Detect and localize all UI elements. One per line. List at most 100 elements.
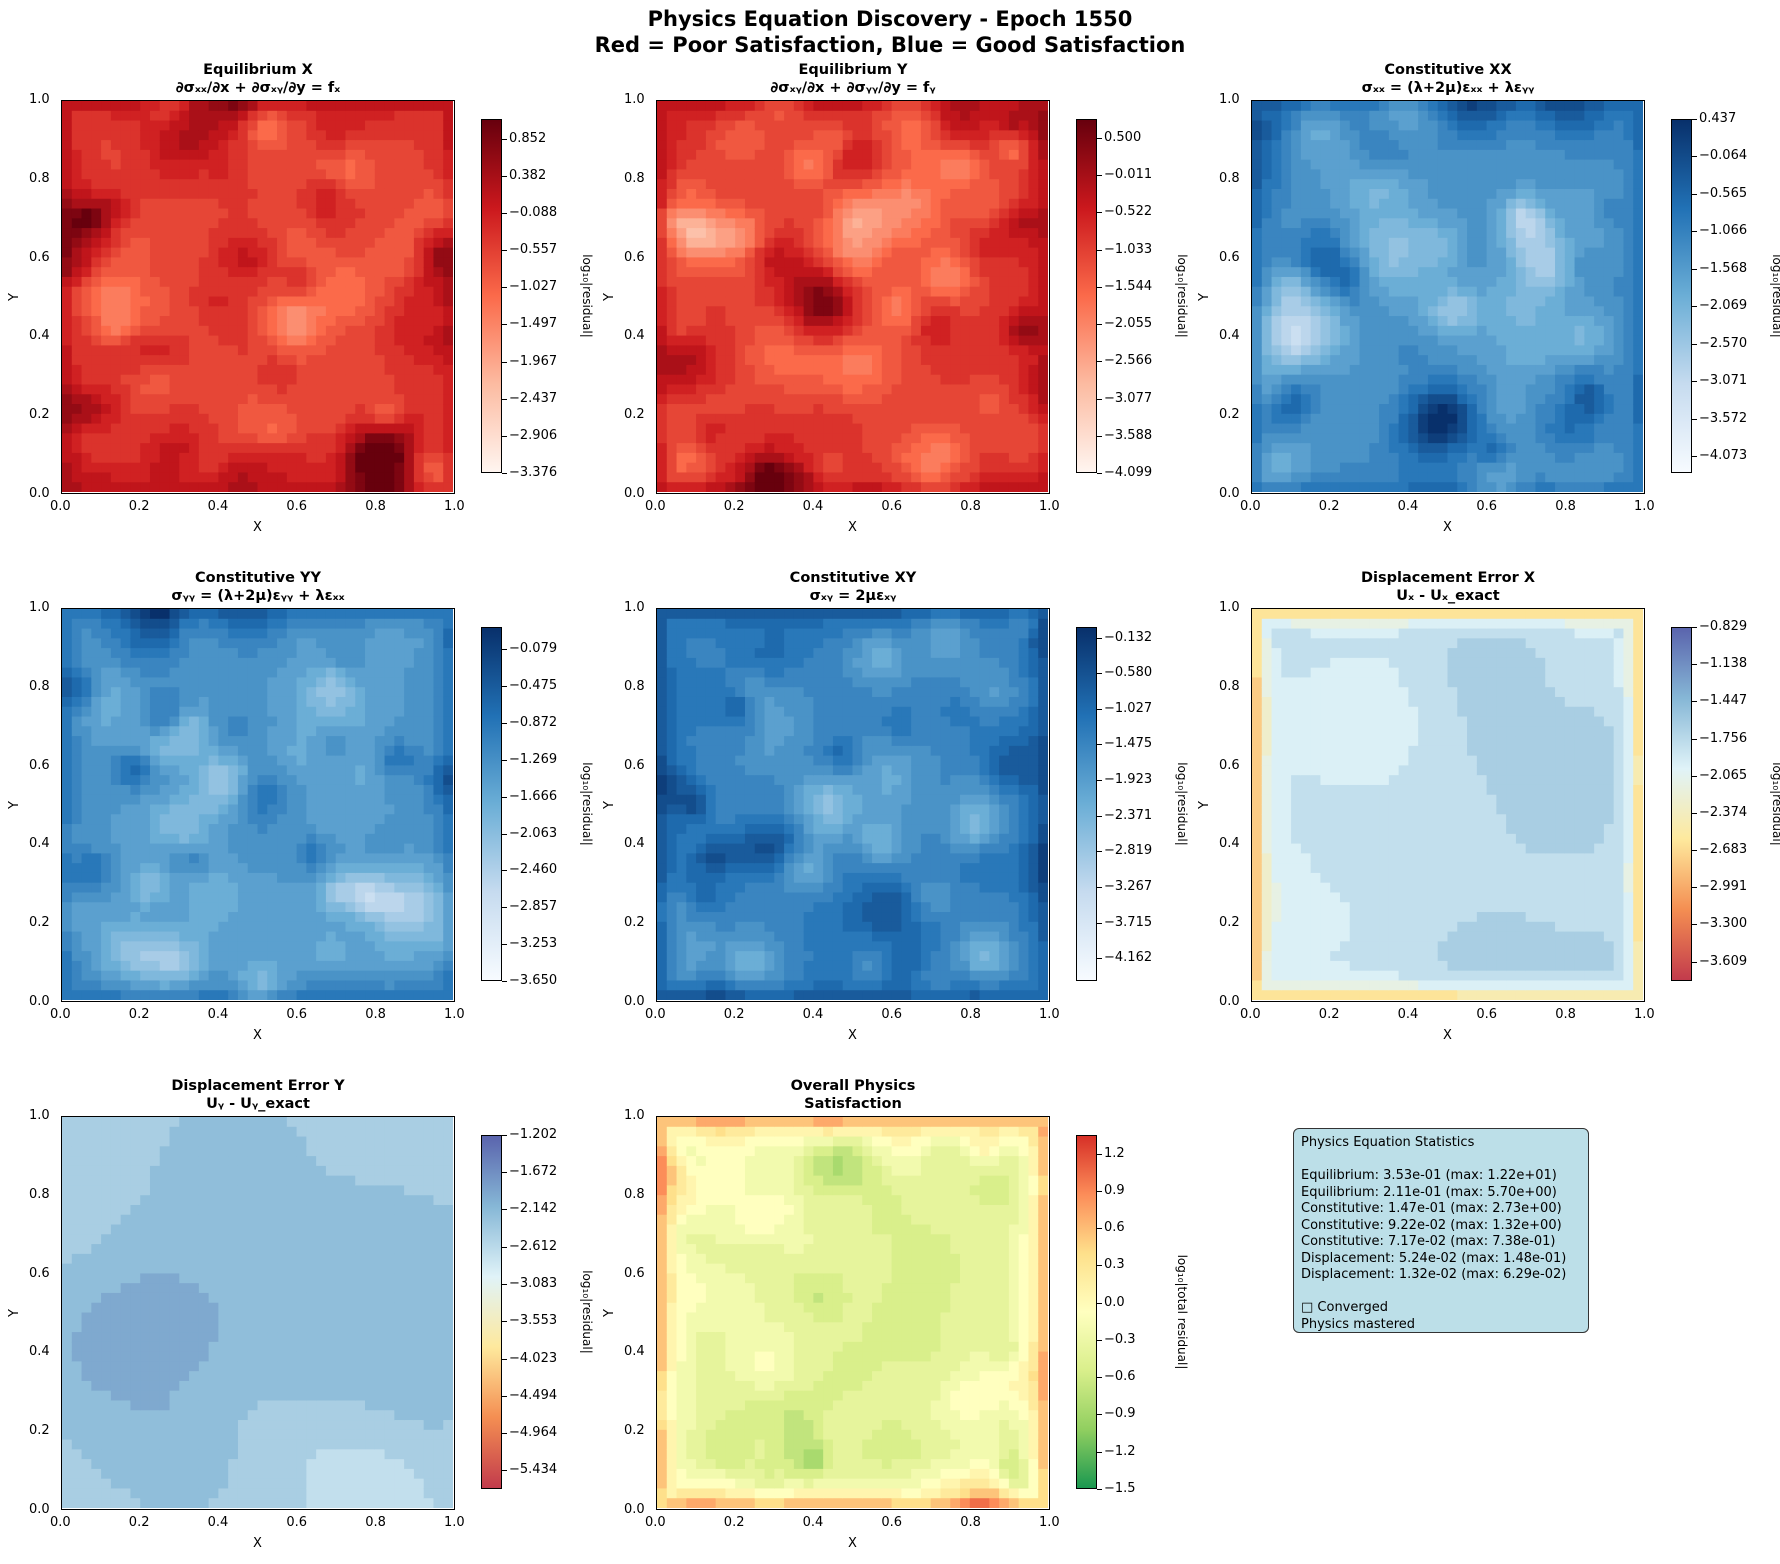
heatmap-cell [257, 267, 268, 278]
heatmap-cell [404, 384, 415, 395]
heatmap-cell [725, 335, 736, 346]
heatmap-cell [960, 188, 971, 200]
heatmap-cell [365, 306, 376, 317]
heatmap-cell [784, 374, 795, 386]
heatmap-cell [911, 267, 922, 278]
heatmap-cell [862, 355, 873, 366]
heatmap-cell [803, 208, 815, 219]
heatmap-cell [784, 404, 795, 415]
heatmap-cell [237, 423, 249, 434]
heatmap-cell [784, 120, 795, 131]
heatmap-cell [325, 335, 337, 346]
heatmap-cell [384, 169, 395, 180]
heatmap-cell [413, 218, 425, 229]
heatmap-cell [1291, 237, 1302, 249]
heatmap-cell [277, 443, 288, 454]
heatmap-cell [1506, 159, 1517, 171]
heatmap-cell [1457, 472, 1468, 483]
heatmap-cell [823, 188, 834, 200]
heatmap-cell [1271, 159, 1282, 171]
heatmap-cell [1427, 482, 1439, 492]
heatmap-cell [277, 228, 288, 239]
heatmap-cell [335, 159, 347, 171]
heatmap-cell [394, 140, 405, 151]
heatmap-cell [1603, 159, 1615, 171]
heatmap-cell [1515, 335, 1527, 346]
heatmap-cell [764, 101, 775, 112]
heatmap-cell [764, 335, 775, 346]
heatmap-cell [1535, 286, 1546, 298]
heatmap-cell [130, 296, 141, 307]
heatmap-cell [62, 384, 73, 395]
heatmap-cell [1633, 335, 1643, 346]
heatmap-cell [169, 257, 180, 268]
heatmap-cell [969, 228, 981, 239]
heatmap-cell [989, 208, 1000, 219]
heatmap-cell [394, 413, 405, 425]
heatmap-cell [881, 169, 893, 180]
heatmap-cell [218, 482, 229, 492]
heatmap-cell [999, 110, 1010, 122]
heatmap-cell [1418, 452, 1429, 464]
heatmap-cell [1408, 472, 1419, 483]
heatmap-cell [950, 433, 961, 444]
heatmap-cell [1447, 120, 1458, 131]
heatmap-cell [1457, 462, 1468, 474]
heatmap-cell [725, 462, 736, 474]
heatmap-cell [1359, 208, 1370, 219]
heatmap-cell [1408, 130, 1419, 141]
colorbar-tick-mark [1692, 156, 1697, 158]
heatmap-cell [247, 413, 259, 425]
heatmap-cell [920, 237, 932, 249]
heatmap-cell [1408, 306, 1419, 317]
heatmap-cell [355, 159, 366, 171]
colorbar-tick-mark [502, 398, 507, 400]
heatmap-cell [715, 188, 727, 200]
heatmap-cell [1300, 325, 1312, 337]
heatmap-cell [335, 188, 347, 200]
heatmap-cell [1594, 257, 1605, 268]
heatmap-cell [1467, 452, 1478, 464]
heatmap-cell [325, 296, 337, 307]
heatmap-cell [1281, 218, 1292, 229]
heatmap-cell [1457, 423, 1468, 434]
heatmap-cell [1252, 433, 1263, 444]
heatmap-cell [1555, 228, 1566, 239]
heatmap-cell [1359, 159, 1370, 171]
heatmap-cell [62, 355, 73, 366]
heatmap-cell [443, 423, 453, 434]
heatmap-cell [979, 198, 990, 210]
heatmap-cell [1330, 140, 1341, 151]
heatmap-cell [306, 179, 317, 190]
heatmap-cell [1339, 423, 1351, 434]
heatmap-cell [891, 413, 902, 425]
heatmap-cell [335, 335, 347, 346]
heatmap-cell [754, 169, 766, 180]
heatmap-cell [920, 452, 932, 464]
heatmap-cell [413, 413, 425, 425]
heatmap-cell [374, 208, 386, 219]
heatmap-cell [1310, 149, 1322, 161]
heatmap-cell [920, 472, 932, 483]
heatmap-cell [101, 257, 112, 268]
heatmap-cell [901, 452, 912, 464]
heatmap-cell [1310, 237, 1322, 249]
heatmap-cell [394, 443, 405, 454]
heatmap-cell [355, 247, 366, 259]
heatmap-cell [705, 306, 717, 317]
heatmap-cell [306, 208, 317, 219]
heatmap-cell [1271, 237, 1282, 249]
heatmap-cell [725, 394, 736, 405]
heatmap-cell [374, 130, 386, 141]
heatmap-cell [696, 237, 707, 249]
heatmap-cell [423, 472, 435, 483]
colorbar-tick-label: −0.522 [1104, 204, 1153, 220]
heatmap-cell [1369, 472, 1380, 483]
heatmap-cell [774, 140, 785, 151]
heatmap-cell [686, 355, 697, 366]
heatmap-cell [1008, 443, 1020, 454]
heatmap-cell [325, 462, 337, 474]
heatmap-cell [940, 149, 951, 161]
heatmap-cell [1369, 316, 1380, 327]
heatmap-cell [930, 179, 942, 190]
